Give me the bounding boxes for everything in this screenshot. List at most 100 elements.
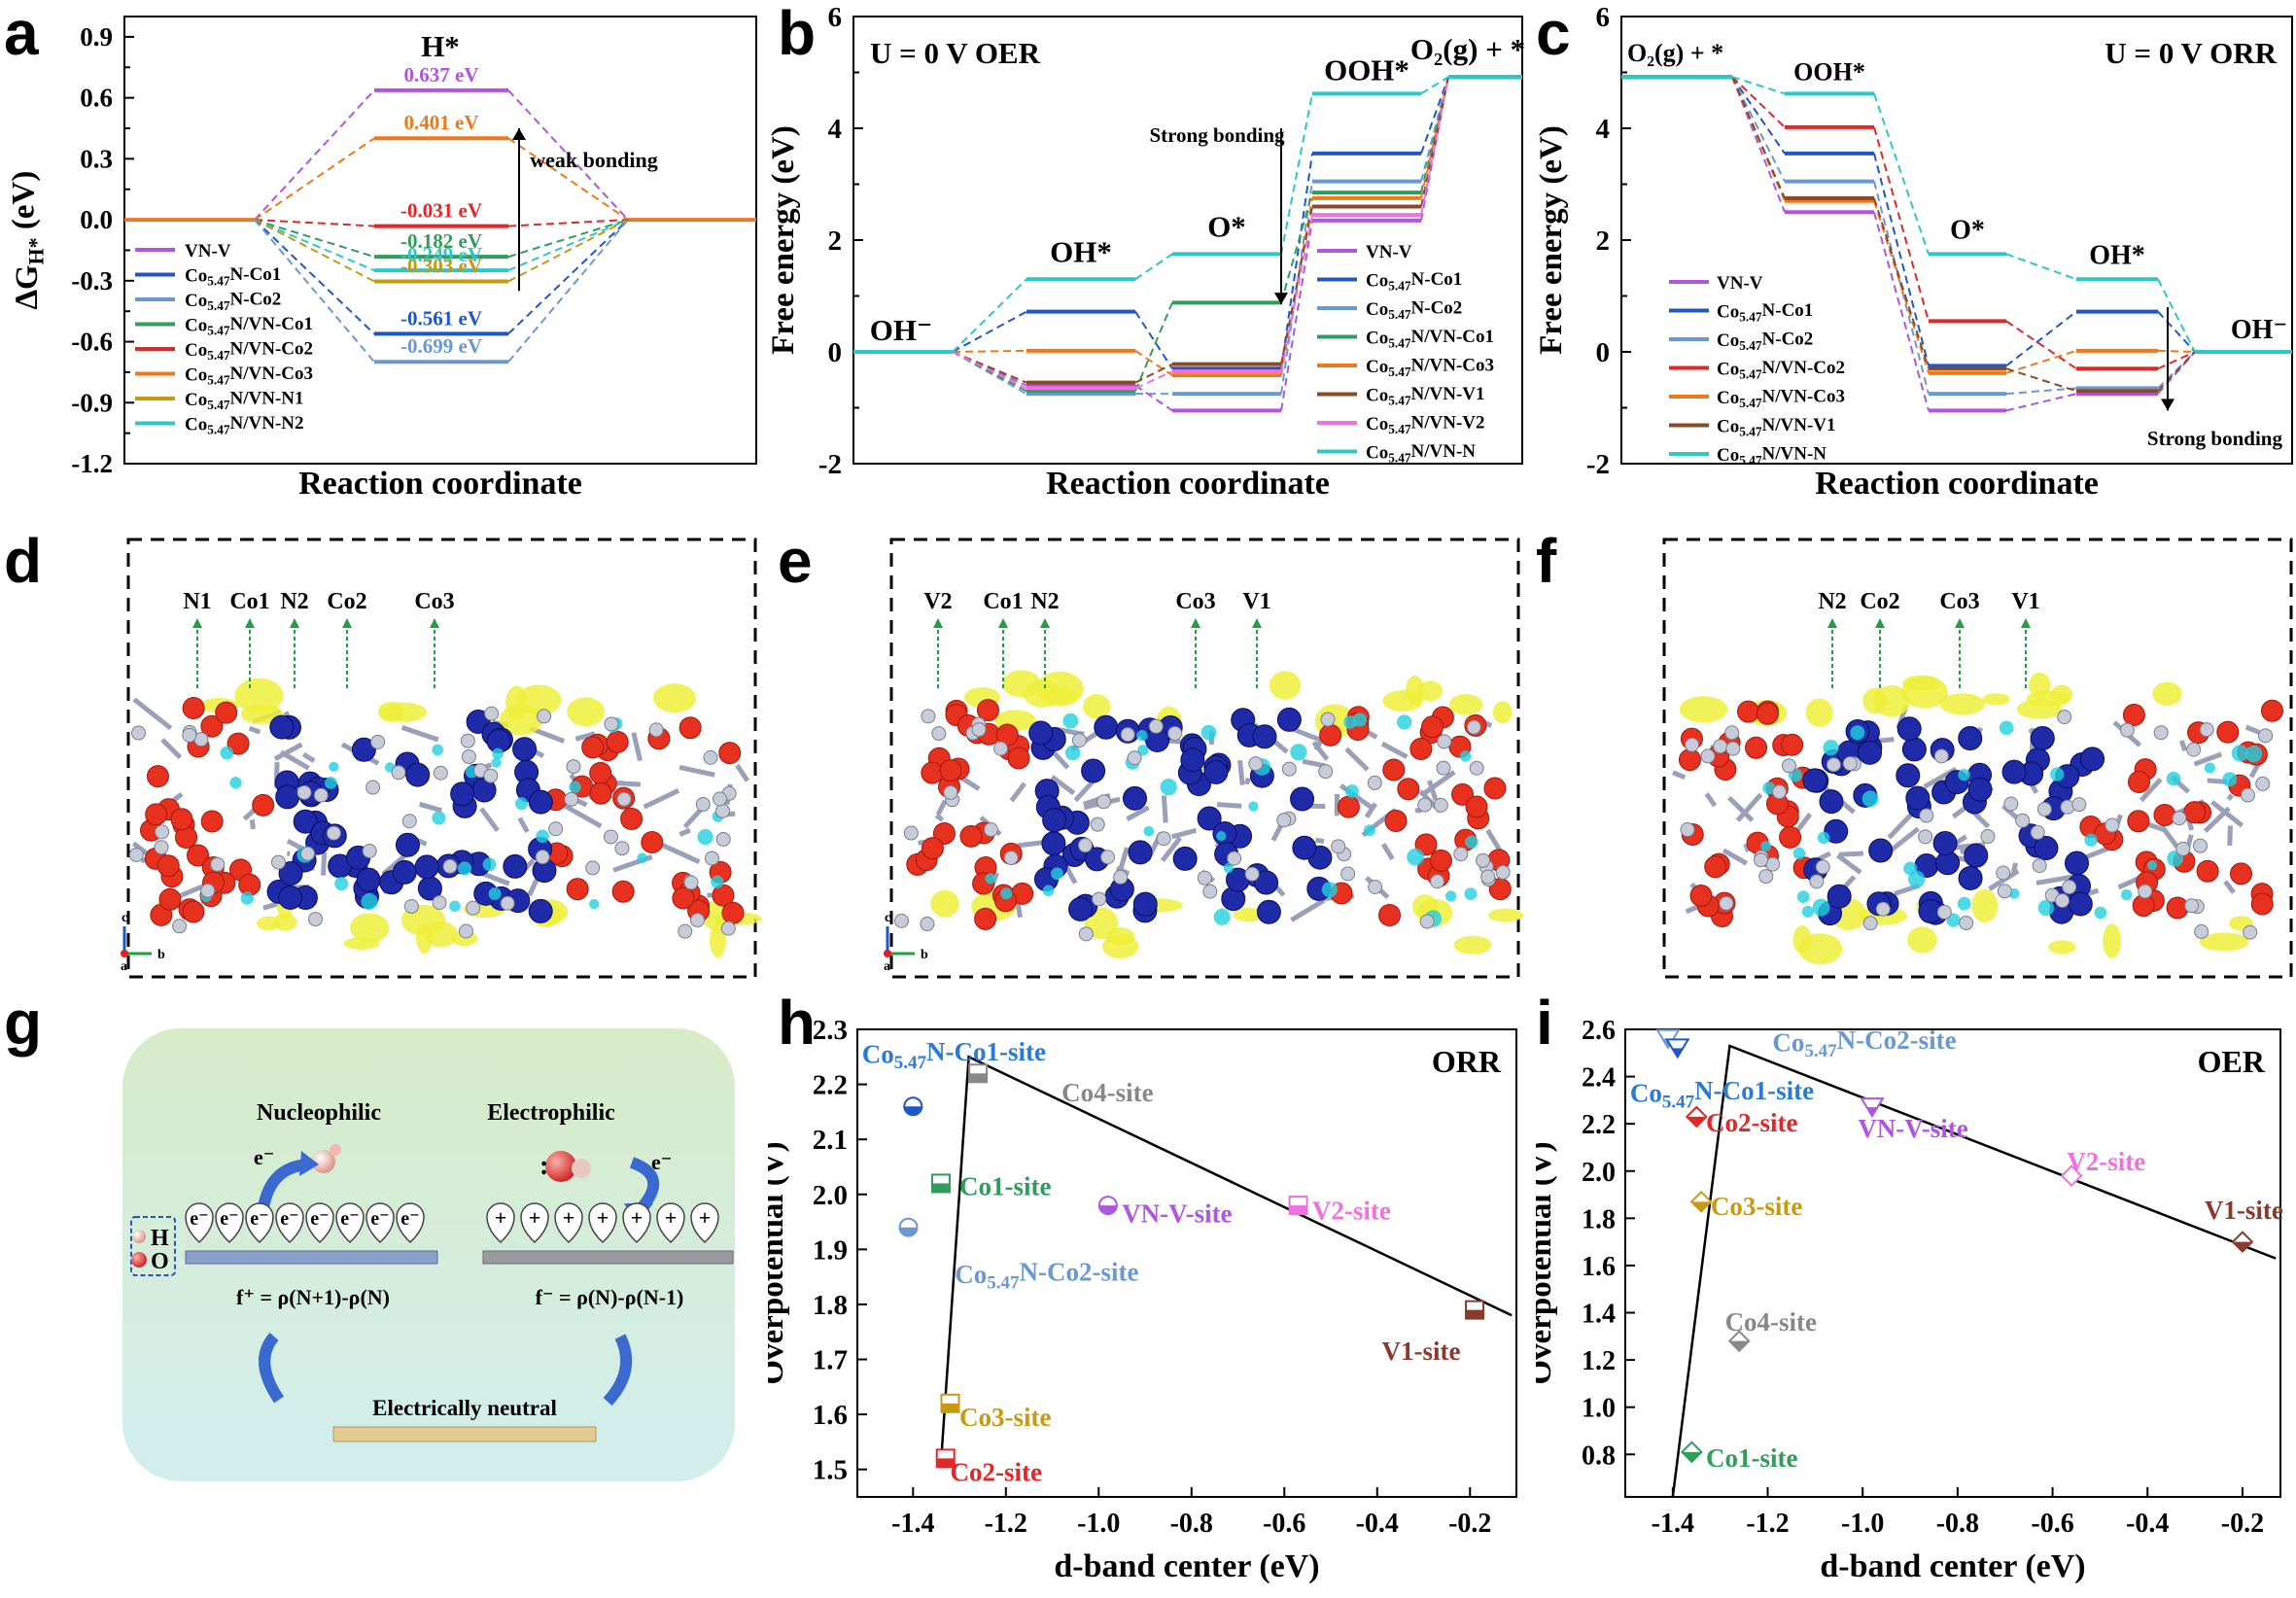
grey-atom xyxy=(903,825,919,841)
charge-depletion xyxy=(1801,905,1814,918)
level-connector xyxy=(2005,367,2077,393)
positive-drop xyxy=(588,1202,617,1244)
axis-a xyxy=(884,950,891,957)
charge-depletion xyxy=(1136,730,1148,742)
electron-drop xyxy=(305,1202,334,1244)
grey-atom xyxy=(1202,884,1218,899)
data-point-fill xyxy=(1691,1201,1712,1212)
point-label: V1-site xyxy=(1382,1337,1461,1366)
level-connector xyxy=(1134,350,1173,376)
red-atom xyxy=(1377,903,1401,926)
bond xyxy=(2227,825,2233,847)
point-label: Co5.47N-Co2-site xyxy=(955,1257,1138,1293)
bond xyxy=(643,787,680,810)
red-atom xyxy=(1429,849,1452,872)
x-tick-label: -0.8 xyxy=(1170,1509,1213,1539)
charge-depletion xyxy=(2222,772,2238,787)
level-connector xyxy=(2005,387,2077,396)
red-atom xyxy=(921,837,944,860)
charge-density-structure-e: V2 Co1 N2 Co3 V1 c a b xyxy=(884,538,1524,979)
y-tick-label: 0 xyxy=(1596,337,1611,368)
panel-label-f: f xyxy=(1536,526,1557,596)
charge-depletion xyxy=(1445,890,1457,902)
arrow-head xyxy=(512,128,526,140)
blue-atom xyxy=(1819,789,1844,815)
data-point-fill xyxy=(1466,1309,1484,1319)
charge-isosurface xyxy=(234,677,284,713)
grey-atom xyxy=(1480,869,1496,885)
step-label: OH⁻ xyxy=(870,313,933,347)
red-atom xyxy=(1745,736,1768,759)
bond xyxy=(1344,747,1370,772)
charge-depletion xyxy=(1213,908,1231,925)
x-tick-label: -0.6 xyxy=(1263,1509,1305,1539)
red-atom xyxy=(2196,859,2219,883)
oxygen-atom-partner xyxy=(572,1159,591,1178)
charge-depletion xyxy=(2166,771,2181,786)
grey-atom xyxy=(296,784,312,800)
site-pointer-head xyxy=(1040,618,1050,628)
curved-arrow xyxy=(603,1334,633,1407)
plus-symbol: + xyxy=(563,1205,575,1230)
step-label: O₂(g) + * xyxy=(1410,32,1525,66)
x-tick-label: -0.8 xyxy=(1936,1509,1979,1539)
grey-atom xyxy=(128,847,144,862)
bond xyxy=(2210,800,2244,828)
blue-atom xyxy=(293,809,318,834)
blue-atom xyxy=(1290,786,1315,812)
panel-label-e: e xyxy=(778,526,813,596)
charge-depletion xyxy=(1137,745,1149,756)
positive-drop xyxy=(486,1202,515,1244)
level-connector xyxy=(507,219,629,259)
red-atom xyxy=(215,701,238,724)
electron-symbol: e⁻ xyxy=(370,1208,389,1230)
grey-atom xyxy=(299,846,315,861)
y-tick-label: 1.5 xyxy=(813,1455,848,1486)
legend-entry: Co5.47N/VN-Co1 xyxy=(185,314,313,338)
grey-atom xyxy=(678,923,693,939)
charge-isosurface xyxy=(1679,696,1728,723)
red-atom xyxy=(182,900,205,923)
bond xyxy=(1422,770,1456,796)
grey-atom xyxy=(1980,829,1996,845)
grey-atom xyxy=(1320,712,1336,727)
charge-depletion xyxy=(1407,848,1425,866)
grey-atom xyxy=(460,733,475,748)
charge-isosurface xyxy=(1939,693,1985,715)
grey-atom xyxy=(689,913,705,928)
blue-atom xyxy=(1824,818,1849,844)
red-atom xyxy=(1409,737,1433,760)
blue-atom xyxy=(1128,840,1153,865)
legend-entry: Co5.47N-Co1 xyxy=(1717,300,1813,325)
y-tick-label: 0 xyxy=(828,337,843,368)
legend-entry: Co5.47N/VN-Co2 xyxy=(1717,358,1845,382)
positive-drop xyxy=(520,1202,549,1244)
level-connector xyxy=(507,219,629,283)
hydrogen-charge xyxy=(330,1144,341,1156)
red-atom xyxy=(581,736,605,759)
grey-atom xyxy=(1933,748,1949,764)
data-point-fill xyxy=(941,1403,959,1412)
grey-atom xyxy=(2015,813,2031,828)
blue-atom xyxy=(356,867,381,892)
grey-atom xyxy=(1331,839,1346,854)
electron-label: e⁻ xyxy=(651,1150,672,1174)
charge-depletion xyxy=(324,777,337,789)
site-label: V1 xyxy=(1242,589,1270,614)
axis-label: b xyxy=(157,948,165,962)
charge-isosurface xyxy=(1453,935,1492,955)
bond xyxy=(273,742,303,762)
charge-depletion xyxy=(1321,882,1338,898)
x-axis-label: Reaction coordinate xyxy=(1815,466,2099,502)
bond xyxy=(935,799,948,816)
grey-atom xyxy=(1127,750,1142,766)
charge-isosurface xyxy=(1492,701,1513,724)
grey-atom xyxy=(537,709,552,724)
data-point-fill xyxy=(1289,1205,1307,1215)
point-label: Co5.47N-Co1-site xyxy=(1630,1076,1814,1112)
volcano-fit-line xyxy=(1671,1044,2277,1498)
charge-depletion xyxy=(1200,724,1217,741)
grey-atom xyxy=(2105,817,2120,833)
bond xyxy=(1743,843,1752,853)
site-label: N1 xyxy=(183,589,211,614)
